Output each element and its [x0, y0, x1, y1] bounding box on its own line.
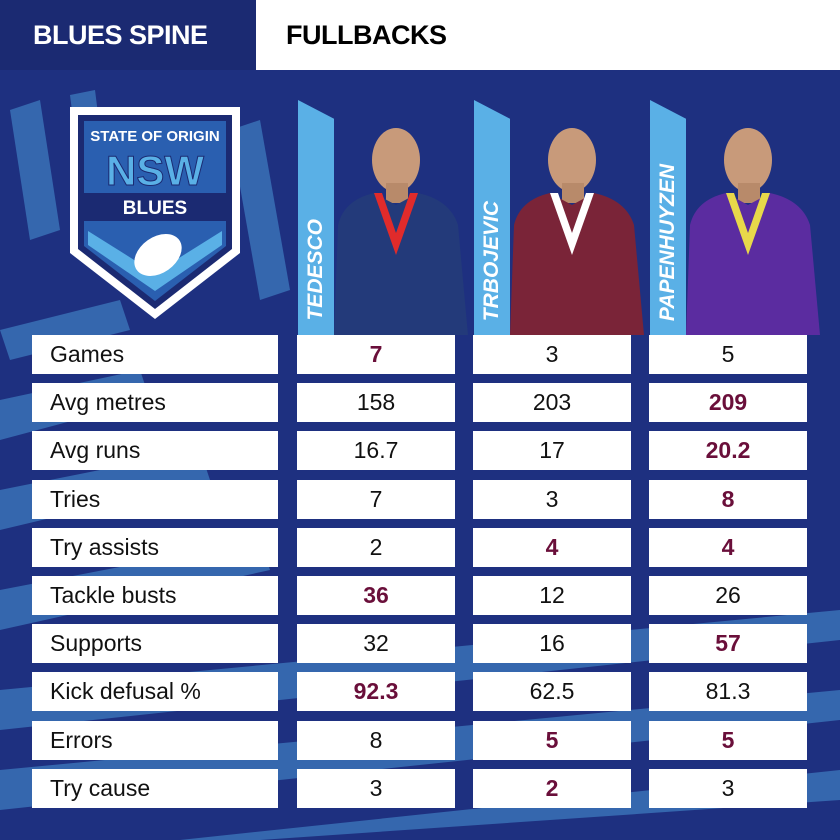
player-photo: [686, 128, 820, 335]
stat-label: Kick defusal %: [32, 672, 278, 712]
stat-label: Errors: [32, 720, 278, 760]
stat-value: 92.3: [297, 672, 455, 712]
stat-value: 81.3: [649, 672, 807, 712]
stat-value: 16.7: [297, 431, 455, 471]
stat-label: Try cause: [32, 768, 278, 808]
stat-value: 4: [649, 527, 807, 567]
stat-value: 12: [473, 576, 631, 615]
stat-value: 209: [649, 383, 807, 423]
stat-value: 3: [297, 768, 455, 808]
stat-row: Games 7 3 5: [0, 335, 840, 374]
stat-value: 8: [297, 720, 455, 760]
stat-value: 5: [473, 720, 631, 760]
stat-value: 7: [297, 335, 455, 374]
player-name: TEDESCO: [304, 219, 327, 321]
stat-value: 26: [649, 576, 807, 615]
stat-value: 7: [297, 479, 455, 519]
stat-label: Avg runs: [32, 431, 278, 471]
stat-value: 203: [473, 383, 631, 423]
stat-label: Tries: [32, 479, 278, 519]
football-icon: [134, 234, 182, 276]
stat-value: 3: [649, 768, 807, 808]
header-title-left: BLUES SPINE: [0, 0, 256, 70]
stat-row: Try cause 3 2 3: [0, 768, 840, 808]
stat-value: 8: [649, 479, 807, 519]
stat-label: Supports: [32, 624, 278, 664]
stat-label: Avg metres: [32, 383, 278, 423]
player-name-banner: TEDESCO: [298, 100, 334, 335]
stat-row: Try assists 2 4 4: [0, 527, 840, 567]
stat-row: Avg runs 16.7 17 20.2: [0, 431, 840, 471]
stat-value: 4: [473, 527, 631, 567]
logo-text: NSW: [106, 147, 204, 194]
player-photo: [334, 128, 468, 335]
stat-row: Errors 8 5 5: [0, 720, 840, 760]
stat-value: 36: [297, 576, 455, 615]
stat-row: Supports 32 16 57: [0, 624, 840, 664]
stat-label: Try assists: [32, 527, 278, 567]
stat-value: 2: [297, 527, 455, 567]
player-name: TRBOJEVIC: [480, 200, 503, 321]
stat-value: 57: [649, 624, 807, 664]
stat-value: 16: [473, 624, 631, 664]
stat-value: 5: [649, 335, 807, 374]
stat-value: 3: [473, 335, 631, 374]
stat-value: 2: [473, 768, 631, 808]
player-name-banner: TRBOJEVIC: [474, 100, 510, 335]
stat-row: Avg metres 158 203 209: [0, 383, 840, 423]
player-name: PAPENHUYZEN: [656, 163, 679, 321]
stat-row: Tackle busts 36 12 26: [0, 576, 840, 615]
stat-row: Tries 7 3 8: [0, 479, 840, 519]
stat-value: 62.5: [473, 672, 631, 712]
player-photo: [510, 128, 644, 335]
stat-value: 3: [473, 479, 631, 519]
stat-row: Kick defusal % 92.3 62.5 81.3: [0, 672, 840, 712]
stat-label: Tackle busts: [32, 576, 278, 615]
stat-value: 158: [297, 383, 455, 423]
header-title-right: FULLBACKS: [256, 0, 840, 70]
logo-text: STATE OF ORIGIN: [90, 128, 219, 145]
logo-text: BLUES: [123, 198, 187, 219]
stat-value: 17: [473, 431, 631, 471]
stat-value: 20.2: [649, 431, 807, 471]
stat-value: 5: [649, 720, 807, 760]
player-name-banner: PAPENHUYZEN: [650, 100, 686, 335]
nsw-blues-logo: STATE OF ORIGIN NSW BLUES: [70, 107, 240, 319]
stat-label: Games: [32, 335, 278, 374]
stat-value: 32: [297, 624, 455, 664]
